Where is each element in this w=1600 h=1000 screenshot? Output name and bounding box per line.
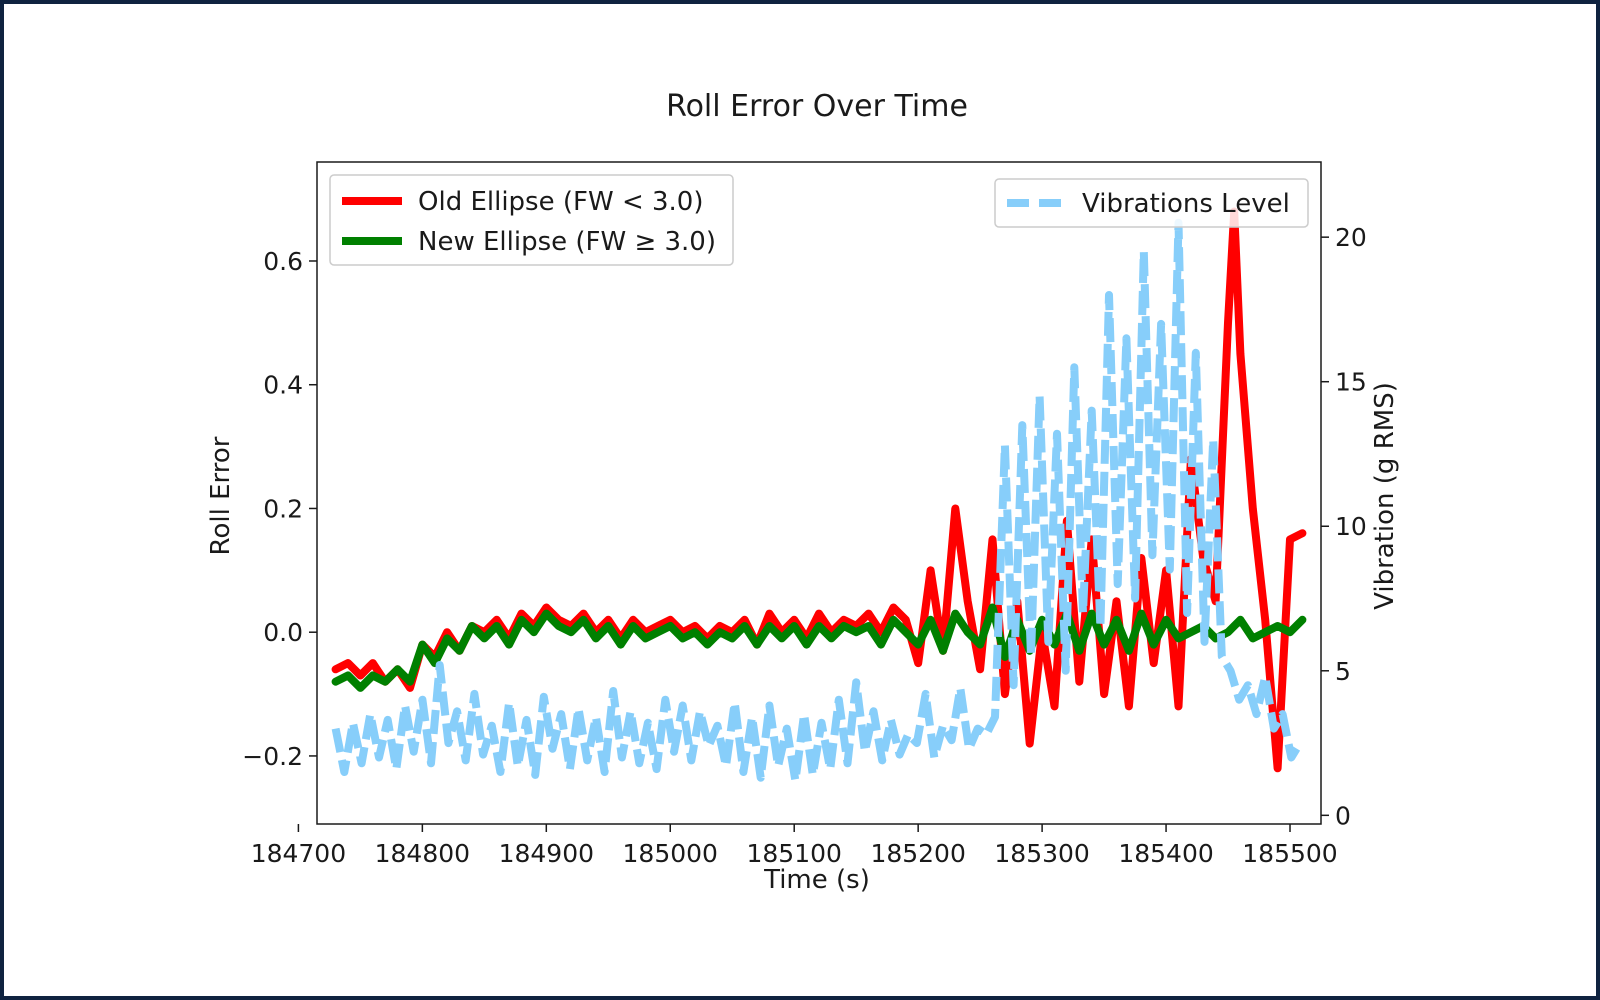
x-axis-label: Time (s) bbox=[763, 865, 870, 895]
x-tick-label: 185500 bbox=[1242, 839, 1337, 868]
x-tick-label: 185000 bbox=[623, 839, 718, 868]
legend-label-vibrations: Vibrations Level bbox=[1082, 189, 1290, 219]
y2-tick-label: 20 bbox=[1335, 223, 1367, 252]
legend-label-new-ellipse: New Ellipse (FW ≥ 3.0) bbox=[418, 227, 716, 257]
chart-title: Roll Error Over Time bbox=[666, 89, 968, 124]
y2-tick-label: 0 bbox=[1335, 801, 1351, 830]
plot-area-frame bbox=[316, 161, 1322, 825]
y2-tick-label: 15 bbox=[1335, 368, 1367, 397]
x-tick-label: 184700 bbox=[251, 839, 346, 868]
x-tick-label: 185100 bbox=[746, 839, 841, 868]
x-tick-label: 185200 bbox=[870, 839, 965, 868]
y-tick-label: 0.0 bbox=[263, 618, 303, 647]
x-tick-label: 185400 bbox=[1118, 839, 1213, 868]
legend-right: Vibrations Level bbox=[994, 178, 1309, 228]
y2-tick-label: 5 bbox=[1335, 657, 1351, 686]
legend-label-old-ellipse: Old Ellipse (FW < 3.0) bbox=[418, 187, 703, 217]
legend-left: Old Ellipse (FW < 3.0) New Ellipse (FW ≥… bbox=[329, 174, 734, 266]
series-line-vibrations bbox=[331, 218, 1304, 785]
y-tick-label: 0.4 bbox=[263, 371, 303, 400]
y-axis-label: Roll Error bbox=[206, 436, 236, 555]
series-line-new-ellipse bbox=[331, 603, 1307, 692]
series-layer bbox=[331, 207, 1307, 785]
x-tick-label: 185300 bbox=[994, 839, 1089, 868]
y-tick-label: −0.2 bbox=[242, 742, 303, 771]
legend-left-box bbox=[329, 174, 734, 266]
axis-layer: 184700 184800 184900 185000 185100 185200 1853… bbox=[242, 223, 1367, 868]
y-tick-label: 0.2 bbox=[263, 494, 303, 523]
y2-tick-label: 10 bbox=[1335, 512, 1367, 541]
figure-frame: Roll Error Over Time 184700 184800 184900 1… bbox=[4, 4, 1596, 996]
roll-error-chart: Roll Error Over Time 184700 184800 184900 1… bbox=[206, 89, 1400, 895]
x-tick-label: 184900 bbox=[499, 839, 594, 868]
y-tick-label: 0.6 bbox=[263, 247, 303, 276]
legend-right-box bbox=[994, 178, 1309, 228]
x-tick-label: 184800 bbox=[375, 839, 470, 868]
y2-axis-label: Vibration (g RMS) bbox=[1370, 382, 1400, 610]
